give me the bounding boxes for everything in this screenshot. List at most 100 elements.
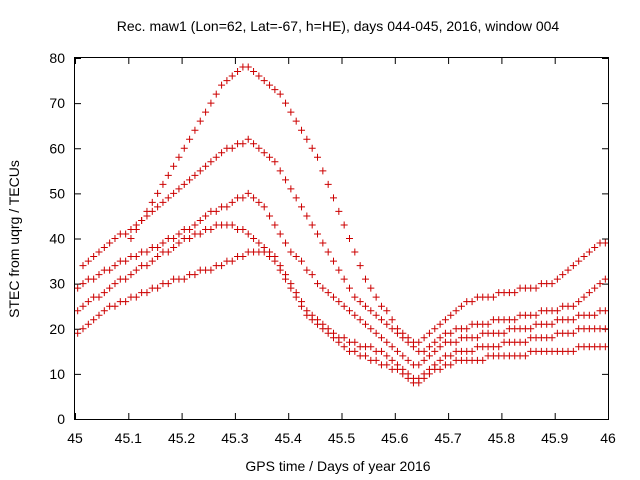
data-point bbox=[356, 316, 364, 324]
data-point bbox=[154, 253, 162, 261]
data-point bbox=[361, 320, 369, 328]
data-point bbox=[191, 126, 199, 134]
data-point bbox=[276, 230, 284, 238]
y-tick-label: 10 bbox=[49, 366, 65, 382]
data-point bbox=[202, 162, 210, 170]
data-point bbox=[335, 298, 343, 306]
data-point bbox=[319, 284, 327, 292]
data-point bbox=[164, 248, 172, 256]
data-point bbox=[170, 235, 178, 242]
data-point bbox=[298, 126, 306, 134]
data-point bbox=[447, 352, 455, 360]
data-point bbox=[335, 266, 343, 274]
data-point bbox=[457, 302, 465, 310]
x-tick-label: 45.2 bbox=[168, 430, 195, 446]
data-point bbox=[511, 289, 519, 297]
data-point bbox=[436, 320, 444, 328]
data-point bbox=[548, 334, 556, 342]
data-point bbox=[111, 262, 119, 270]
data-point bbox=[84, 320, 92, 328]
data-point bbox=[95, 293, 103, 301]
data-point bbox=[361, 275, 369, 283]
data-point bbox=[175, 239, 183, 247]
data-point bbox=[569, 262, 577, 270]
data-point bbox=[553, 307, 561, 315]
data-point bbox=[569, 316, 577, 324]
data-point bbox=[591, 244, 599, 252]
y-tick-label: 30 bbox=[49, 276, 65, 292]
data-point bbox=[575, 298, 583, 306]
data-point bbox=[319, 167, 327, 175]
data-point bbox=[122, 298, 130, 306]
data-point bbox=[84, 257, 92, 265]
y-tick-label: 70 bbox=[49, 95, 65, 111]
data-point bbox=[207, 99, 215, 107]
ticks-layer: 45 45.1 45.2 45.3 45.4 45.5 45.6 45.7 45.8 45.9 46… bbox=[49, 50, 616, 446]
data-point bbox=[452, 338, 460, 346]
data-point bbox=[345, 307, 353, 315]
data-point bbox=[175, 185, 183, 193]
data-point bbox=[314, 280, 322, 288]
data-point bbox=[106, 284, 114, 292]
y-tick-label: 40 bbox=[49, 231, 65, 247]
data-point bbox=[138, 216, 146, 224]
data-point bbox=[228, 221, 236, 229]
data-point bbox=[345, 284, 353, 292]
data-point bbox=[393, 347, 401, 355]
data-point bbox=[340, 275, 348, 283]
data-point bbox=[431, 325, 439, 333]
data-point bbox=[276, 90, 284, 98]
data-point bbox=[580, 293, 588, 301]
data-point bbox=[154, 189, 162, 197]
data-point bbox=[250, 194, 258, 202]
data-point bbox=[276, 262, 284, 270]
data-point bbox=[335, 207, 343, 215]
data-point bbox=[532, 284, 540, 292]
data-point bbox=[202, 108, 210, 116]
data-point bbox=[351, 293, 359, 301]
data-point bbox=[298, 257, 306, 265]
data-point bbox=[404, 334, 412, 342]
data-point bbox=[585, 248, 593, 256]
data-point bbox=[186, 135, 194, 143]
data-point bbox=[420, 334, 428, 342]
data-point bbox=[282, 99, 290, 107]
data-point bbox=[90, 253, 98, 261]
data-point bbox=[601, 307, 609, 315]
data-point bbox=[303, 135, 311, 143]
data-point bbox=[143, 289, 151, 297]
data-point bbox=[255, 144, 263, 152]
data-point bbox=[180, 180, 188, 188]
data-point bbox=[330, 257, 338, 265]
data-point bbox=[287, 108, 295, 116]
data-point bbox=[287, 248, 295, 256]
y-tick-label: 0 bbox=[57, 411, 65, 427]
data-point bbox=[164, 194, 172, 202]
data-point bbox=[106, 266, 114, 274]
data-point bbox=[154, 244, 162, 252]
data-point bbox=[143, 248, 151, 256]
data-point bbox=[260, 149, 268, 157]
data-point bbox=[271, 253, 279, 261]
data-point bbox=[361, 302, 369, 310]
data-point bbox=[196, 230, 204, 238]
data-point bbox=[180, 144, 188, 152]
data-point bbox=[420, 347, 428, 355]
data-point bbox=[367, 325, 375, 333]
data-point bbox=[228, 72, 236, 80]
x-tick-label: 45.1 bbox=[115, 430, 142, 446]
data-point bbox=[330, 194, 338, 202]
data-point bbox=[100, 289, 108, 297]
data-point bbox=[250, 235, 258, 242]
data-point bbox=[207, 158, 215, 166]
data-point bbox=[425, 343, 433, 351]
data-point bbox=[244, 230, 252, 238]
data-point bbox=[393, 361, 401, 369]
data-point bbox=[601, 239, 609, 247]
data-point bbox=[143, 262, 151, 270]
data-point bbox=[383, 338, 391, 346]
x-tick-label: 45.5 bbox=[328, 430, 355, 446]
data-point bbox=[340, 343, 348, 351]
data-point bbox=[298, 203, 306, 211]
